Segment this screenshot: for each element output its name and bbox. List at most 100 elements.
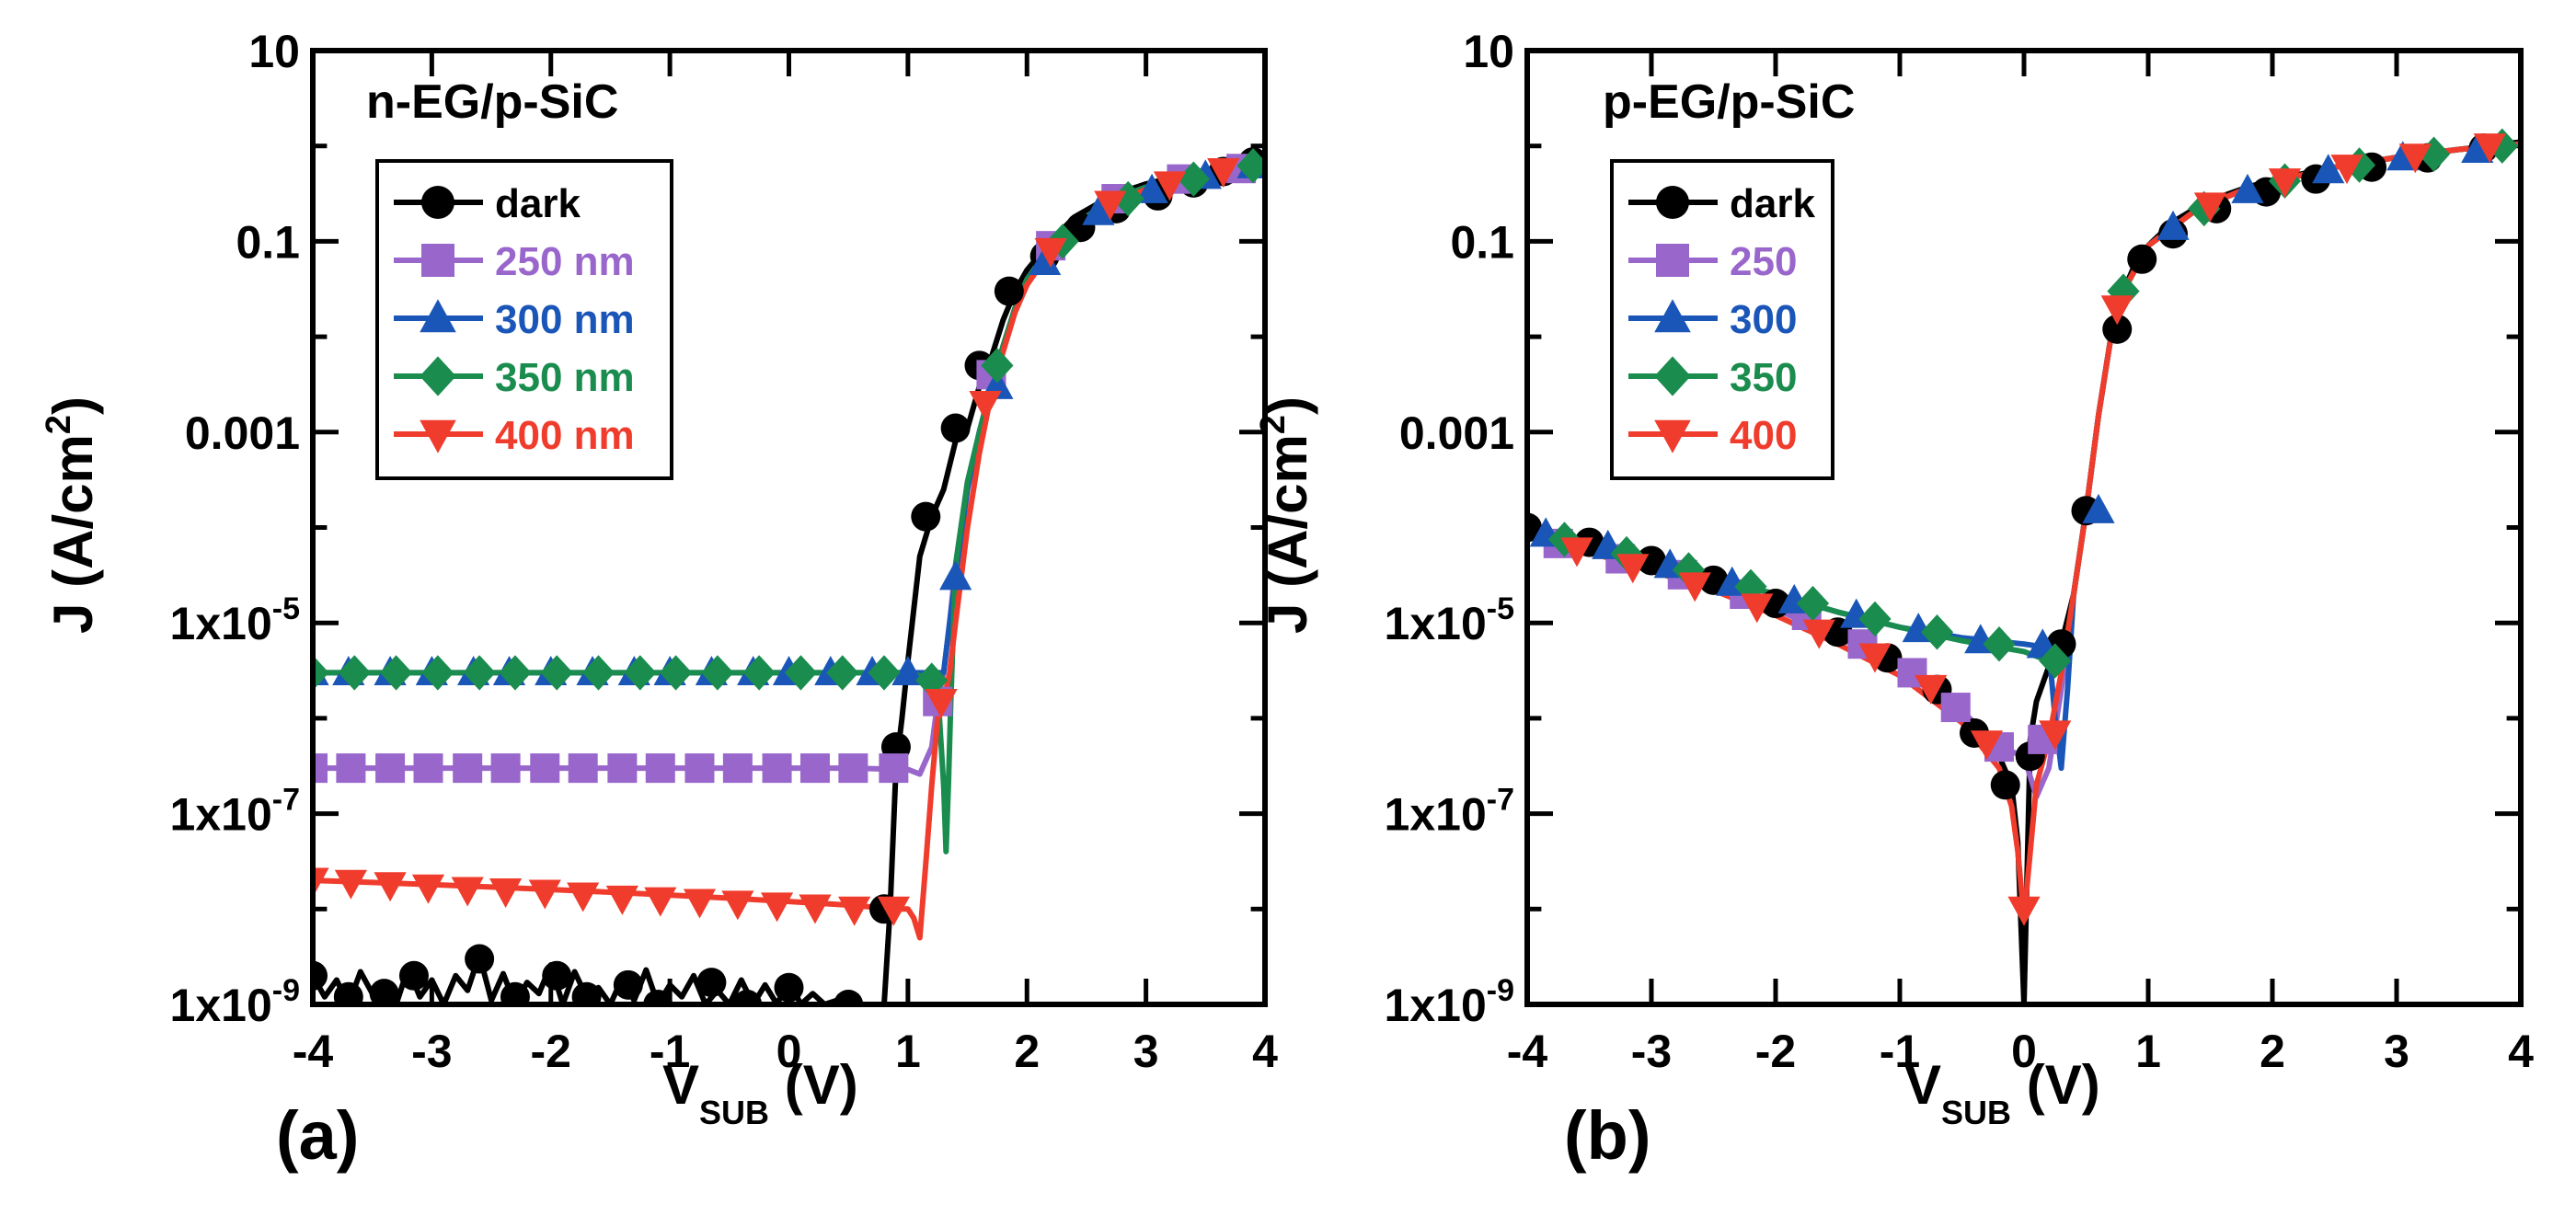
data-point: [528, 879, 561, 910]
y-tick-label: 1x10-7: [170, 783, 300, 841]
legend-box: [1610, 159, 1834, 480]
legend-label: 300: [1730, 297, 1797, 342]
data-point: [838, 896, 871, 926]
data-point: [2473, 133, 2506, 164]
data-point: [1560, 537, 1593, 568]
y-tick-label: 0.1: [236, 216, 300, 268]
data-point: [940, 413, 971, 443]
data-point: [891, 656, 925, 686]
x-tick-label: -1: [1880, 1026, 1920, 1077]
x-tick-label: -2: [531, 1026, 571, 1077]
y-tick-label: 1x10-9: [170, 973, 300, 1031]
data-point: [2039, 643, 2072, 679]
y-axis-label: J (A/cm2): [1254, 396, 1318, 634]
data-point: [742, 655, 776, 691]
data-point: [375, 753, 406, 784]
data-point: [1915, 674, 1948, 705]
data-point: [1153, 171, 1187, 201]
x-tick-label: 0: [776, 1026, 802, 1077]
data-point: [607, 753, 638, 784]
legend-label: 300 nm: [495, 297, 635, 342]
data-point: [2398, 143, 2432, 174]
data-point: [645, 753, 675, 784]
y-tick-label: 1x10-5: [1385, 591, 1514, 649]
data-point: [1796, 585, 1830, 622]
data-point: [1094, 190, 1127, 221]
x-tick-label: -3: [411, 1026, 452, 1077]
data-point: [2007, 896, 2041, 926]
data-point: [398, 960, 429, 991]
data-point: [784, 655, 818, 691]
data-point: [826, 655, 859, 691]
legend-marker: [1654, 299, 1691, 333]
legend-label: dark: [1730, 181, 1815, 226]
x-tick-label: 2: [1014, 1026, 1040, 1077]
y-tick-label: 10: [1463, 26, 1514, 77]
data-point: [413, 753, 443, 784]
data-point: [879, 753, 909, 784]
data-point: [1082, 195, 1115, 225]
x-tick-label: -1: [650, 1026, 690, 1077]
data-point: [1177, 161, 1210, 197]
series-group: [1527, 128, 2521, 1004]
chart-title: p-EG/p-SiC: [1603, 75, 1855, 129]
data-point: [581, 655, 615, 691]
data-point: [643, 990, 673, 1004]
y-tick-label: 10: [248, 26, 300, 77]
data-point: [1741, 593, 1774, 624]
data-point: [567, 882, 600, 912]
data-point: [568, 753, 598, 784]
data-point: [911, 501, 941, 532]
data-point: [1858, 643, 1892, 673]
data-point: [313, 753, 328, 784]
x-tick-label: -4: [1507, 1026, 1548, 1077]
chart-panel-1: -4 -3 -2 -1 0 1 2 3 4 1x10-9 1x10-7 1x10-5 0.001 0.1 1…: [40, 26, 1278, 1174]
data-point: [540, 655, 573, 691]
data-point: [463, 655, 496, 691]
data-point: [1940, 693, 1971, 723]
data-point: [834, 990, 864, 1004]
chart-title: n-EG/p-SiC: [366, 75, 618, 129]
data-point: [313, 867, 329, 898]
data-point: [994, 276, 1024, 306]
y-tick-label: 1x10-5: [170, 591, 300, 649]
data-point: [799, 753, 830, 784]
legend-marker: [420, 419, 456, 453]
data-point: [1135, 173, 1168, 203]
data-point: [925, 689, 958, 719]
x-tick-label: -2: [1755, 1026, 1796, 1077]
data-point: [1610, 535, 1643, 572]
data-point: [1616, 554, 1650, 584]
plot-frame: [1524, 48, 2524, 1007]
data-point: [721, 890, 754, 921]
data-point: [338, 655, 371, 691]
data-point: [465, 944, 495, 974]
data-point: [659, 655, 693, 691]
data-point: [1236, 148, 1265, 184]
panel-label: (a): [276, 1097, 359, 1174]
data-point: [1034, 237, 1067, 268]
data-point: [333, 981, 363, 1004]
data-point: [1029, 246, 1062, 276]
data-point: [613, 969, 643, 1000]
plot-frame: [310, 48, 1268, 1007]
data-point: [868, 655, 901, 691]
data-point: [499, 655, 532, 691]
data-point: [1678, 572, 1711, 602]
y-axis-label: J (A/cm2): [40, 396, 104, 634]
legend-marker: [1654, 356, 1691, 396]
legend-marker: [421, 186, 454, 219]
data-point: [774, 972, 804, 1003]
data-point: [313, 655, 329, 691]
data-point: [2156, 210, 2190, 240]
data-point: [722, 753, 753, 784]
data-point: [334, 869, 367, 900]
data-point: [379, 655, 413, 691]
data-point: [2193, 192, 2227, 223]
x-tick-label: 1: [2135, 1026, 2161, 1077]
data-point: [969, 390, 1002, 420]
data-point: [411, 874, 445, 904]
data-point: [1111, 180, 1144, 217]
data-point: [1970, 730, 2004, 761]
